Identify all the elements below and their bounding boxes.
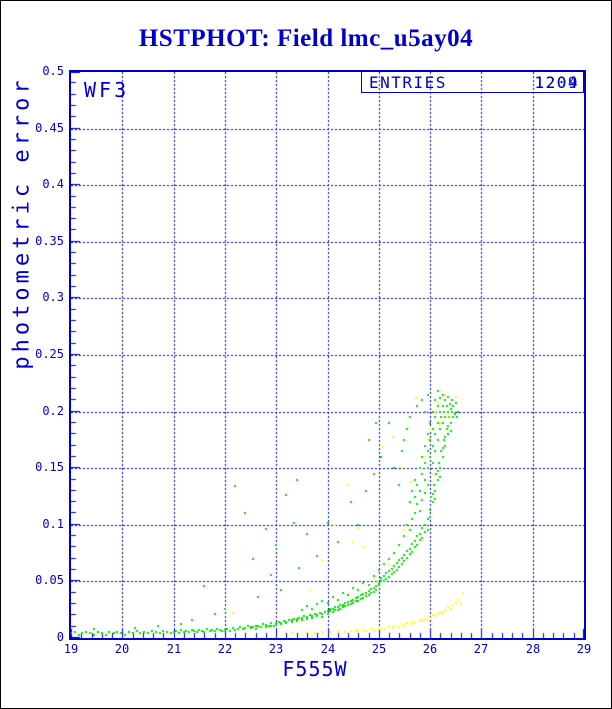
x-tick-label-24: 24 <box>320 642 336 656</box>
scatter-plot-canvas <box>71 72 584 638</box>
y-tick-label-025: 0.25 <box>35 347 64 361</box>
x-tick-label-20: 20 <box>114 642 130 656</box>
entries-value-green: 1204 <box>534 73 579 92</box>
chart-title: HSTPHOT: Field lmc_u5ay04 <box>138 25 474 52</box>
x-tick-label-27: 27 <box>473 642 489 656</box>
plot-frame: WF3 ENTRIES 1204 1209 <box>69 70 586 640</box>
x-tick-label-29: 29 <box>576 642 592 656</box>
x-tick-label-21: 21 <box>166 642 182 656</box>
y-tick-label-0: 0 <box>56 630 64 644</box>
entries-value-yellow: 1209 <box>534 73 579 92</box>
y-tick-label-015: 0.15 <box>35 460 64 474</box>
x-axis-title: F555W <box>282 657 348 681</box>
entries-box: ENTRIES 1204 1209 <box>361 70 584 93</box>
x-tick-label-23: 23 <box>268 642 284 656</box>
x-tick-label-28: 28 <box>525 642 541 656</box>
entries-label: ENTRIES <box>369 73 447 92</box>
x-tick-label-22: 22 <box>217 642 233 656</box>
x-tick-label-26: 26 <box>422 642 438 656</box>
entries-values: 1204 1209 <box>509 73 579 92</box>
y-tick-label-045: 0.45 <box>35 121 64 135</box>
chip-label: WF3 <box>84 78 130 102</box>
y-tick-label-05: 0.5 <box>42 64 64 78</box>
x-tick-label-25: 25 <box>371 642 387 656</box>
y-tick-label-005: 0.05 <box>35 573 64 587</box>
y-tick-label-03: 0.3 <box>42 290 64 304</box>
x-tick-label-19: 19 <box>63 642 79 656</box>
y-tick-label-04: 0.4 <box>42 177 64 191</box>
y-tick-label-035: 0.35 <box>35 234 64 248</box>
y-tick-label-01: 0.1 <box>42 517 64 531</box>
y-tick-label-02: 0.2 <box>42 404 64 418</box>
